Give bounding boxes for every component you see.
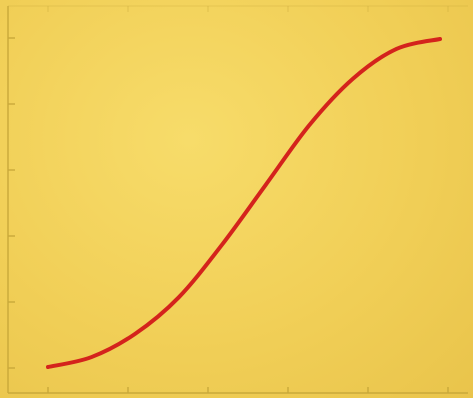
axes — [7, 5, 468, 394]
series-line-0 — [46, 37, 442, 369]
series-lines — [46, 37, 442, 369]
